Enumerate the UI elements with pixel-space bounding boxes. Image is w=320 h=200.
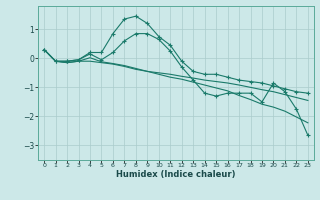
X-axis label: Humidex (Indice chaleur): Humidex (Indice chaleur) [116,170,236,179]
